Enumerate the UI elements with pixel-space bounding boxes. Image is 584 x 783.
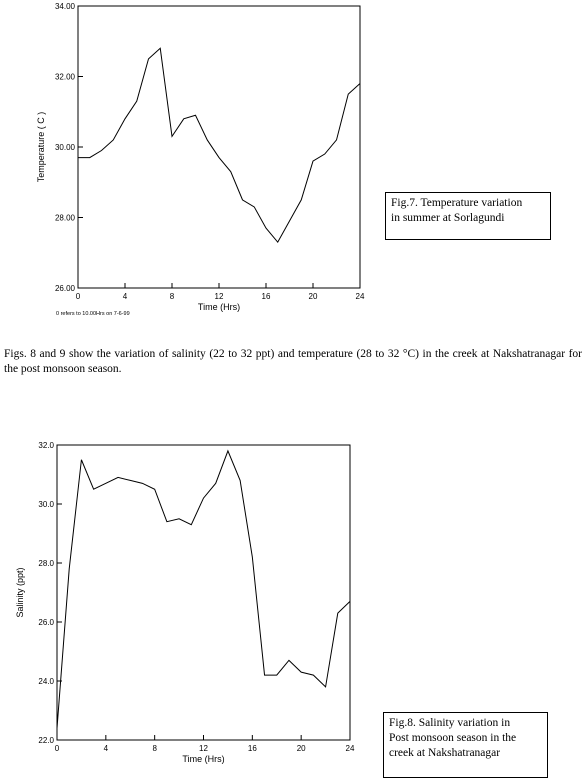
x-tick-label: 8	[170, 292, 175, 301]
x-tick-label: 4	[104, 744, 109, 753]
axis-note: 0 refers to 10.00Hrs on 7-6-99	[56, 311, 130, 317]
data-line	[78, 47, 361, 244]
caption-line: Fig.7. Temperature variation	[391, 197, 523, 209]
y-tick-label: 28.0	[38, 559, 54, 568]
plot-frame	[77, 5, 361, 289]
caption-line: in summer at Sorlagundi	[391, 212, 505, 224]
caption-box: Fig.7. Temperature variation in summer a…	[385, 192, 551, 240]
x-tick-label: 8	[152, 744, 157, 753]
x-axis-label: Time (Hrs)	[198, 302, 240, 312]
x-tick-label: 12	[215, 292, 224, 301]
y-axis-label: Salinity (ppt)	[15, 567, 25, 617]
x-tick-label: 4	[123, 292, 128, 301]
y-tick-label: 26.00	[55, 284, 76, 293]
y-axis-label: Temperature ( C )	[36, 112, 46, 183]
caption-line: Post monsoon season in the	[389, 732, 517, 744]
x-tick-label: 12	[199, 744, 208, 753]
y-tick-label: 22.0	[38, 736, 54, 745]
x-axis-label: Time (Hrs)	[182, 754, 224, 764]
x-tick-label: 16	[248, 744, 257, 753]
x-tick-label: 24	[346, 744, 355, 753]
caption-line: creek at Nakshatranagar	[389, 747, 501, 759]
x-tick-label: 16	[262, 292, 271, 301]
paragraph: Figs. 8 and 9 show the variation of sali…	[4, 348, 582, 375]
x-tick-label: 0	[76, 292, 81, 301]
y-tick-label: 30.00	[55, 143, 76, 152]
x-tick-label: 0	[55, 744, 60, 753]
data-line	[56, 449, 351, 729]
x-tick-label: 20	[309, 292, 318, 301]
x-tick-label: 24	[356, 292, 365, 301]
caption-box: Fig.8. Salinity variation in Post monsoo…	[383, 712, 548, 778]
y-tick-label: 32.0	[38, 441, 54, 450]
y-tick-label: 24.0	[38, 677, 54, 686]
y-tick-label: 32.00	[55, 73, 76, 82]
y-tick-label: 30.0	[38, 500, 54, 509]
caption-line: Fig.8. Salinity variation in	[389, 717, 511, 729]
plot-frame	[56, 444, 351, 741]
y-tick-label: 28.00	[55, 214, 76, 223]
x-tick-label: 20	[297, 744, 306, 753]
y-tick-label: 34.00	[55, 2, 76, 11]
y-tick-label: 26.0	[38, 618, 54, 627]
